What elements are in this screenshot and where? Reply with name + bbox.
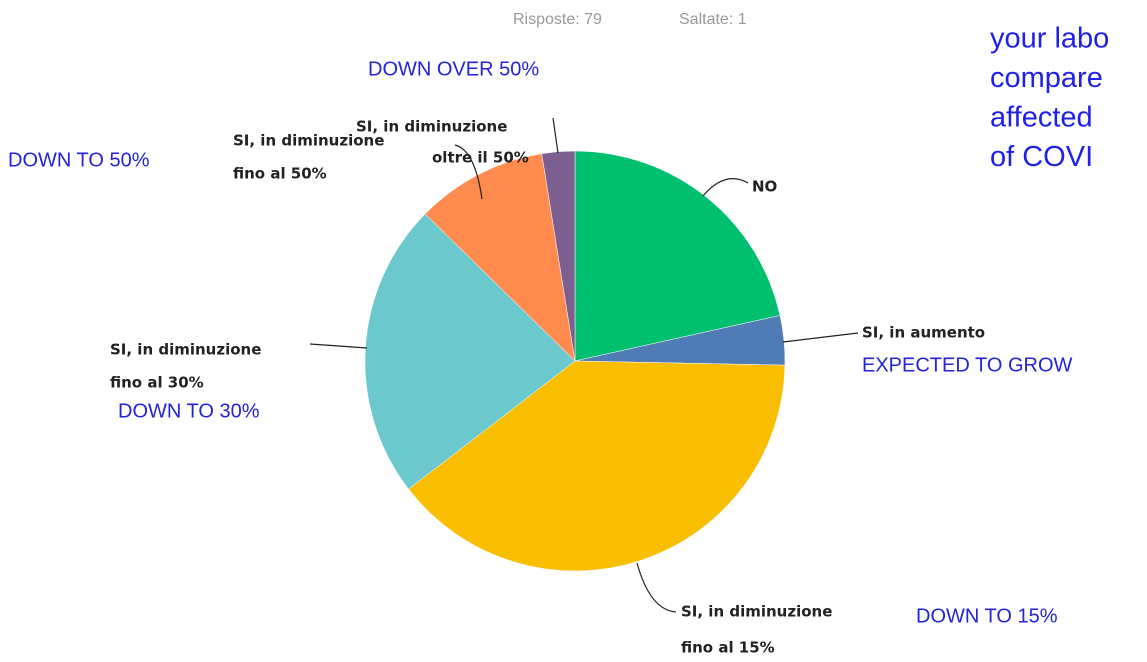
slice-label: NO xyxy=(752,178,777,196)
skipped: Saltate: 1 xyxy=(679,11,747,28)
slice-label: SI, in diminuzione xyxy=(233,132,384,150)
slice-label: oltre il 50% xyxy=(432,149,529,167)
slice-label: SI, in aumento xyxy=(862,324,985,342)
leader-line xyxy=(454,144,483,200)
pie-slice xyxy=(424,153,576,362)
slice-label: fino al 30% xyxy=(110,374,204,392)
annotation: DOWN OVER 50% xyxy=(368,58,539,80)
slice-label: SI, in diminuzione xyxy=(110,341,261,359)
leader-line xyxy=(702,178,749,197)
pie-slice xyxy=(574,150,781,362)
annotation: EXPECTED TO GROW xyxy=(862,354,1073,376)
annotation: DOWN TO 50% xyxy=(8,149,150,171)
side-text: compare xyxy=(990,62,1103,94)
slice-label: fino al 15% xyxy=(681,639,775,657)
responses: Risposte: 79 xyxy=(513,11,602,28)
leader-line xyxy=(309,343,368,349)
leader-line xyxy=(552,117,559,154)
leader-line xyxy=(636,562,677,613)
side-text: your labo xyxy=(990,23,1109,55)
leader-line xyxy=(782,332,859,343)
annotation: DOWN TO 30% xyxy=(118,400,260,422)
side-text: of COVI xyxy=(990,141,1093,173)
slice-label: SI, in diminuzione xyxy=(356,118,507,136)
slice-label: SI, in diminuzione xyxy=(681,603,832,621)
slice-label: fino al 50% xyxy=(233,165,327,183)
annotation: DOWN TO 15% xyxy=(916,605,1058,627)
pie-slice xyxy=(408,360,786,572)
side-text: affected xyxy=(990,102,1093,134)
